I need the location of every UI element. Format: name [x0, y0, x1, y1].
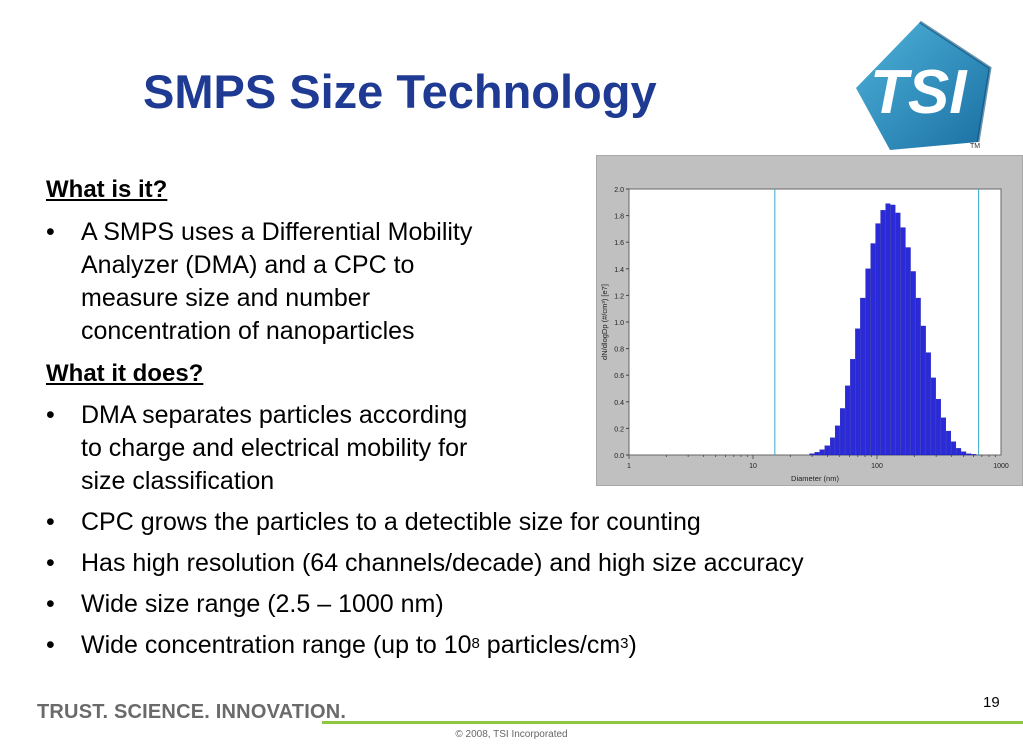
data-bar: [824, 445, 830, 456]
bullet-dot: •: [46, 549, 55, 577]
size-distribution-chart: 0.0 0.2 0.4 0.6 0.8 1.0 1.2 1.4 1.6 1.8 2.0 1 10 100 1…: [596, 155, 1023, 486]
data-bar: [951, 441, 957, 456]
data-bar: [860, 297, 866, 456]
data-bar: [966, 453, 972, 456]
bullet-text: Wide concentration range (up to 108 part…: [81, 631, 637, 659]
y-tick-label: 0.0: [614, 453, 624, 460]
data-bar: [880, 210, 886, 456]
bullet-line: DMA separates particles according: [81, 401, 468, 429]
bullet-line: A SMPS uses a Differential Mobility: [81, 218, 473, 246]
data-bar: [961, 451, 967, 456]
copyright-text: © 2008, TSI Incorporated: [455, 729, 568, 740]
y-tick-label: 2.0: [614, 187, 624, 194]
bullet-line: to charge and electrical mobility for: [81, 434, 468, 462]
x-tick-label: 1000: [993, 463, 1009, 470]
x-tick-label: 100: [871, 463, 883, 470]
data-bar: [900, 227, 906, 456]
y-axis-label: dN/dlogDp (#/cm³) [e7]: [600, 284, 609, 360]
bullet-line: Analyzer (DMA) and a CPC to: [81, 251, 415, 279]
x-tick-label: 1: [627, 463, 631, 470]
bullet-dot: •: [46, 508, 55, 536]
data-bar: [850, 359, 856, 456]
plot-area: [628, 188, 1002, 456]
data-bar: [920, 325, 926, 456]
data-bar: [925, 352, 931, 456]
data-bar: [895, 212, 901, 456]
data-bar: [839, 408, 845, 456]
bullet-text: Wide size range (2.5 – 1000 nm): [81, 590, 444, 618]
data-bar: [905, 247, 911, 456]
bullet-dot: •: [46, 218, 55, 246]
y-tick-label: 0.6: [614, 373, 624, 380]
y-tick-label: 1.4: [614, 267, 624, 274]
bullet-line: size classification: [81, 467, 275, 495]
y-tick-label: 0.8: [614, 347, 624, 354]
bullet-text: CPC grows the particles to a detectible …: [81, 508, 701, 536]
data-bar: [910, 271, 916, 456]
svg-text:TSI: TSI: [870, 58, 968, 127]
y-tick-label: 0.4: [614, 400, 624, 407]
footer-divider: [322, 721, 1023, 724]
y-tick-label: 1.8: [614, 214, 624, 221]
y-tick-label: 1.2: [614, 293, 624, 300]
data-bar: [956, 448, 962, 456]
bullet-dot: •: [46, 590, 55, 618]
chart-svg: 0.0 0.2 0.4 0.6 0.8 1.0 1.2 1.4 1.6 1.8 2.0 1 10 100 1…: [600, 187, 1009, 483]
data-bar: [870, 243, 876, 456]
bullet-dot: •: [46, 401, 55, 429]
data-bar: [845, 385, 851, 456]
data-bar: [915, 297, 921, 456]
data-bar: [941, 417, 946, 456]
data-bar: [809, 453, 815, 456]
page-number: 19: [983, 694, 1000, 711]
trademark-mark: TM: [970, 143, 980, 150]
tsi-logo: TSI TM: [856, 20, 992, 150]
x-tick-label: 10: [749, 463, 757, 470]
data-bar: [834, 425, 840, 456]
y-tick-label: 1.6: [614, 240, 624, 247]
footer-tagline: TRUST. SCIENCE. INNOVATION.: [37, 701, 347, 723]
bullet-line: concentration of nanoparticles: [81, 317, 415, 345]
bullet-line: measure size and number: [81, 284, 371, 312]
data-bar: [890, 204, 896, 456]
bullet-text: Has high resolution (64 channels/decade)…: [81, 549, 804, 577]
data-bar: [814, 452, 820, 456]
data-bar: [885, 203, 891, 456]
data-bar: [930, 377, 936, 456]
data-bar: [819, 449, 825, 456]
data-bar: [830, 437, 835, 456]
bullet-dot: •: [46, 631, 55, 659]
data-bar: [875, 223, 881, 456]
y-tick-label: 0.2: [614, 426, 624, 433]
data-bar: [946, 430, 952, 456]
slide-title: SMPS Size Technology: [143, 65, 657, 118]
data-bar: [935, 398, 941, 456]
data-bar: [971, 454, 977, 456]
x-axis-label: Diameter (nm): [791, 474, 839, 483]
data-bar: [855, 328, 861, 456]
y-tick-label: 1.0: [614, 320, 624, 327]
heading-what-is-it: What is it?: [46, 176, 168, 203]
data-bar: [865, 268, 871, 456]
heading-what-it-does: What it does?: [46, 360, 204, 387]
